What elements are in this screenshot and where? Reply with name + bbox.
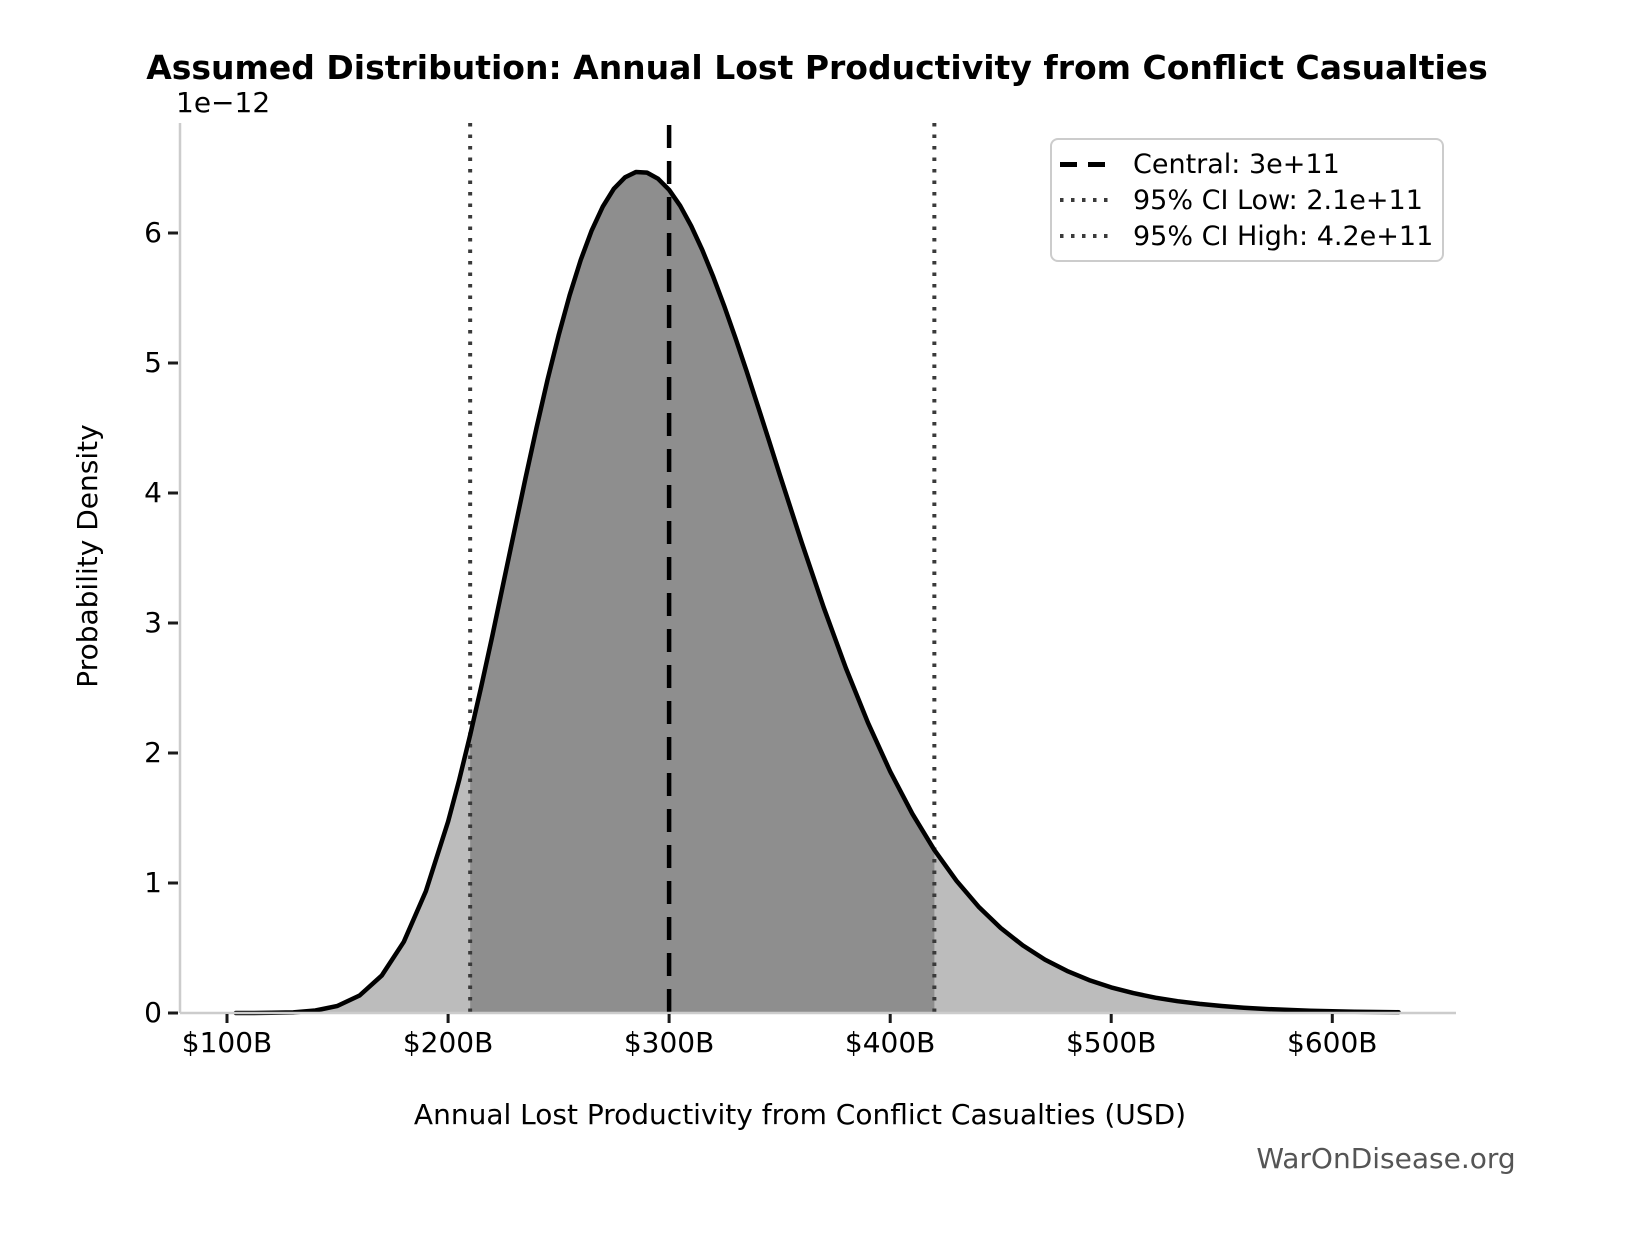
y-tick-label: 5 [144, 346, 162, 379]
legend-row-central: Central: 3e+11 [1060, 146, 1442, 182]
y-tick-label: 2 [144, 736, 162, 769]
y-tick-label: 4 [144, 476, 162, 509]
y-tick-label: 0 [144, 996, 162, 1029]
x-tick-label: $600B [1287, 1026, 1378, 1059]
x-tick-label: $500B [1065, 1026, 1157, 1059]
legend-row-ci-high: 95% CI High: 4.2e+11 [1060, 218, 1442, 254]
y-axis-offset-label: 1e−12 [176, 86, 271, 119]
y-tick-label: 3 [144, 606, 162, 639]
watermark: WarOnDisease.org [1256, 1142, 1516, 1175]
ci-band-fill [470, 172, 935, 1013]
y-axis-label: Probability Density [71, 424, 104, 688]
legend-label: 95% CI Low: 2.1e+11 [1133, 184, 1423, 216]
x-tick-label: $200B [402, 1026, 494, 1059]
chart-title: Assumed Distribution: Annual Lost Produc… [146, 48, 1488, 87]
legend-label: 95% CI High: 4.2e+11 [1133, 220, 1434, 252]
y-tick-marks [168, 231, 178, 1015]
dotted-line-icon [1060, 234, 1112, 238]
x-axis-label: Annual Lost Productivity from Conflict C… [413, 1098, 1187, 1131]
axes-spines [178, 123, 1456, 1015]
x-tick-label: $100B [181, 1026, 273, 1059]
legend: Central: 3e+11 95% CI Low: 2.1e+11 95% C… [1050, 138, 1444, 262]
x-tick-marks [225, 1014, 1334, 1023]
y-tick-label: 1 [144, 866, 162, 899]
density-curve [233, 169, 1401, 1016]
legend-label: Central: 3e+11 [1133, 148, 1340, 180]
legend-row-ci-low: 95% CI Low: 2.1e+11 [1060, 182, 1442, 218]
x-tick-label: $400B [844, 1026, 936, 1059]
dotted-line-icon [1060, 198, 1112, 202]
y-tick-label: 6 [144, 216, 162, 249]
dashed-line-icon [1060, 161, 1112, 167]
x-tick-label: $300B [623, 1026, 715, 1059]
